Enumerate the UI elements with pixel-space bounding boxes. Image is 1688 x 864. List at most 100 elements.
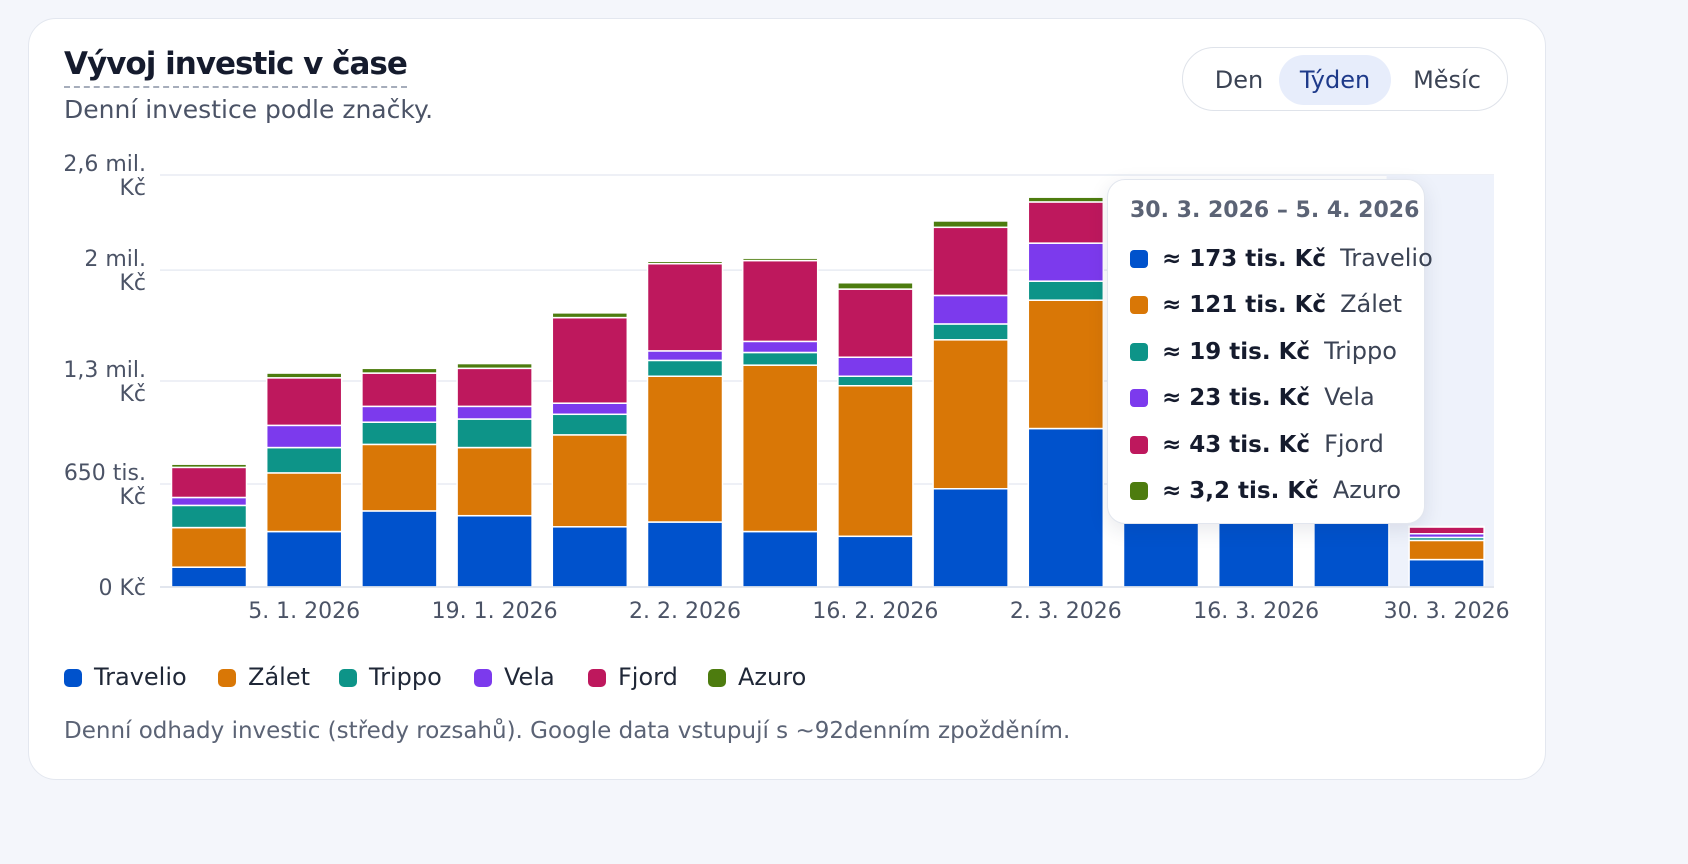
tooltip-series-name: Zálet (1340, 290, 1403, 319)
legend-label: Trippo (369, 663, 442, 691)
legend-swatch (708, 669, 726, 687)
bar-segment-azuro (1408, 525, 1485, 528)
legend-label: Travelio (94, 663, 187, 691)
bar-segment-travelio (1027, 427, 1105, 588)
bar-segment-trippo (1027, 280, 1105, 301)
bar-segment-fjord (551, 316, 629, 404)
bar-segment-vela (837, 356, 914, 377)
bar-segment-trippo (361, 421, 438, 446)
tooltip-swatch (1130, 482, 1148, 500)
period-week-button[interactable]: Týden (1279, 55, 1391, 105)
tooltip-value: ≈ 121 tis. Kč (1162, 292, 1327, 319)
tooltip-row: ≈ 43 tis. Kč Fjord (1130, 428, 1384, 460)
bar-segment-vela (741, 340, 819, 354)
chart-footnote: Denní odhady investic (středy rozsahů). … (64, 718, 1071, 744)
bar-segment-fjord (646, 262, 724, 352)
bar-segment-azuro (456, 362, 533, 370)
bar-segment-zalet (1027, 299, 1105, 430)
period-toggle: Den Týden Měsíc (1182, 47, 1508, 111)
legend-item-zalet[interactable]: Zálet (218, 660, 310, 694)
bar-segment-zalet (265, 472, 343, 533)
tooltip-value: ≈ 3,2 tis. Kč (1162, 478, 1319, 504)
tooltip-date-range: 30. 3. 2026 – 5. 4. 2026 (1130, 198, 1420, 223)
bar-stack (932, 220, 1009, 588)
bar-segment-fjord (1408, 526, 1485, 535)
legend-label: Azuro (738, 663, 807, 691)
bar-segment-vela (1027, 242, 1105, 282)
bar-segment-trippo (551, 413, 629, 436)
bar-segment-travelio (265, 530, 343, 588)
chart-tooltip: 30. 3. 2026 – 5. 4. 2026 ≈ 173 tis. Kč Tr… (1107, 179, 1433, 524)
bar-segment-vela (456, 405, 533, 420)
bar-segment-azuro (551, 312, 629, 319)
bar-segment-travelio (837, 535, 914, 588)
legend-item-fjord[interactable]: Fjord (588, 660, 678, 694)
legend-swatch (588, 669, 606, 687)
bar-segment-travelio (646, 521, 724, 588)
x-tick-label: 2. 2. 2026 (629, 599, 741, 624)
tooltip-swatch (1130, 296, 1148, 315)
x-tick-label: 30. 3. 2026 (1384, 599, 1510, 624)
bar-segment-vela (551, 402, 629, 416)
bar-segment-fjord (1027, 201, 1105, 244)
bar-segment-trippo (646, 359, 724, 377)
bar-stack (551, 312, 629, 588)
tooltip-series-name: Trippo (1324, 336, 1397, 365)
tooltip-value: ≈ 23 tis. Kč (1162, 385, 1311, 412)
tooltip-value: ≈ 173 tis. Kč (1162, 246, 1327, 272)
x-tick-label: 19. 1. 2026 (432, 599, 558, 624)
period-month-button[interactable]: Měsíc (1413, 66, 1481, 94)
legend-swatch (474, 669, 492, 687)
bar-segment-trippo (741, 351, 819, 366)
tooltip-row: ≈ 3,2 tis. Kč Azuro (1130, 474, 1401, 506)
bar-segment-fjord (456, 367, 533, 408)
y-tick-label: 1,3 mil. Kč (63, 358, 146, 407)
bar-stack (646, 260, 724, 588)
bar-stack (456, 362, 533, 588)
bar-segment-zalet (170, 526, 248, 568)
tooltip-series-name: Travelio (1340, 244, 1433, 272)
bar-segment-zalet (837, 385, 914, 538)
x-tick-label: 16. 3. 2026 (1193, 599, 1319, 624)
x-tick-label: 16. 2. 2026 (812, 599, 938, 624)
bar-stack (170, 463, 248, 588)
tooltip-row: ≈ 173 tis. Kč Travelio (1130, 242, 1433, 274)
bar-stack (837, 282, 914, 588)
legend-item-vela[interactable]: Vela (474, 660, 555, 694)
legend-label: Fjord (618, 663, 678, 691)
bar-segment-trippo (932, 323, 1009, 341)
bar-segment-travelio (170, 566, 248, 588)
chart-subtitle: Denní investice podle značky. (64, 95, 434, 124)
tooltip-series-name: Azuro (1332, 476, 1402, 504)
x-axis-ticks: 5. 1. 2026 19. 1. 2026 2. 2. 2026 16. 2. 20… (248, 599, 1509, 624)
bar-segment-trippo (170, 504, 248, 529)
legend-item-azuro[interactable]: Azuro (708, 660, 806, 694)
bar-segment-zalet (361, 443, 438, 512)
tooltip-row: ≈ 23 tis. Kč Vela (1130, 381, 1375, 413)
tooltip-row: ≈ 19 tis. Kč Trippo (1130, 335, 1397, 367)
bar-segment-trippo (837, 375, 914, 387)
legend-item-travelio[interactable]: Travelio (64, 660, 187, 694)
chart-title[interactable]: Vývoj investic v čase (64, 44, 408, 88)
bar-segment-travelio (361, 510, 438, 588)
bar-segment-azuro (646, 260, 724, 265)
bar-segment-fjord (361, 372, 438, 408)
bar-segment-fjord (170, 466, 248, 499)
bar-segment-vela (265, 424, 343, 449)
bar-segment-fjord (837, 288, 914, 358)
legend-label: Zálet (248, 663, 310, 691)
bar-segment-travelio (456, 514, 533, 588)
bar-segment-travelio (1408, 558, 1485, 588)
bar-segment-azuro (741, 257, 819, 262)
bar-stack (1027, 196, 1105, 588)
bar-segment-travelio (741, 530, 819, 588)
tooltip-swatch (1130, 389, 1148, 408)
period-day-button[interactable]: Den (1214, 66, 1264, 94)
bar-segment-vela (170, 496, 248, 507)
x-tick-label: 5. 1. 2026 (248, 599, 360, 624)
bar-segment-fjord (265, 377, 343, 427)
tooltip-value: ≈ 43 tis. Kč (1162, 431, 1311, 458)
bar-segment-travelio (932, 488, 1009, 588)
bar-stack (361, 367, 438, 588)
legend-item-trippo[interactable]: Trippo (339, 660, 442, 694)
